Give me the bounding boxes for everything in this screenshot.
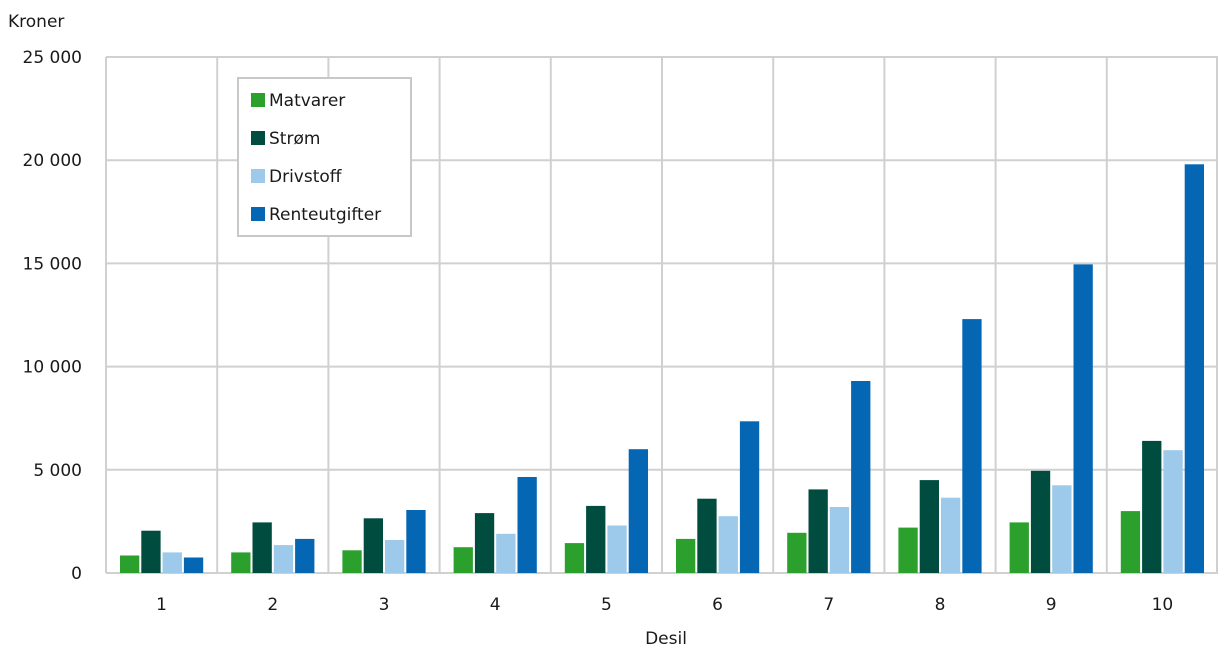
legend-label: Renteutgifter <box>269 205 381 225</box>
bar-renteutgifter-7 <box>851 381 871 573</box>
x-tick-label: 1 <box>156 595 167 615</box>
bar-renteutgifter-6 <box>739 421 760 573</box>
bar-strøm-9 <box>1030 470 1051 573</box>
bars <box>120 164 1204 574</box>
bar-drivstoff-6 <box>718 516 738 573</box>
x-tick-label: 10 <box>1152 595 1174 615</box>
bar-renteutgifter-9 <box>1073 264 1093 573</box>
x-tick-label: 9 <box>1046 595 1057 615</box>
bar-drivstoff-3 <box>385 540 405 573</box>
bar-strøm-2 <box>252 522 272 573</box>
bar-strøm-3 <box>363 518 383 573</box>
bar-renteutgifter-8 <box>962 319 982 573</box>
bar-strøm-5 <box>586 505 606 573</box>
bar-renteutgifter-5 <box>628 449 648 573</box>
legend-box <box>237 77 412 237</box>
bar-matvarer-3 <box>342 550 362 573</box>
bar-renteutgifter-2 <box>295 538 315 573</box>
x-tick-label: 5 <box>601 595 612 615</box>
bar-renteutgifter-4 <box>517 477 537 573</box>
bar-matvarer-4 <box>453 547 473 573</box>
x-tick-label: 2 <box>267 595 278 615</box>
bar-strøm-10 <box>1142 440 1162 573</box>
x-tick-label: 7 <box>823 595 834 615</box>
bar-matvarer-6 <box>676 538 696 573</box>
y-tick-label: 15 000 <box>23 254 82 274</box>
legend-swatch <box>251 169 265 183</box>
y-axis-ticks: 0 5 000 10 000 15 000 20 000 25 000 <box>23 48 82 584</box>
x-tick-label: 8 <box>935 595 946 615</box>
bar-renteutgifter-1 <box>183 557 204 573</box>
bar-drivstoff-8 <box>941 497 961 573</box>
bar-drivstoff-2 <box>273 545 294 573</box>
bar-renteutgifter-3 <box>406 510 426 573</box>
legend: Matvarer Strøm Drivstoff Renteutgifter <box>237 77 412 237</box>
bar-strøm-4 <box>474 513 495 573</box>
legend-label: Matvarer <box>269 91 345 111</box>
bar-strøm-8 <box>919 480 939 573</box>
legend-swatch <box>251 207 265 221</box>
bar-drivstoff-4 <box>496 533 516 573</box>
y-axis-title: Kroner <box>8 12 64 32</box>
grid <box>105 56 1218 574</box>
bar-drivstoff-10 <box>1163 450 1183 573</box>
bar-matvarer-5 <box>564 543 585 573</box>
legend-label: Strøm <box>269 129 320 149</box>
x-tick-label: 4 <box>490 595 501 615</box>
bar-matvarer-7 <box>787 532 807 573</box>
bar-drivstoff-9 <box>1052 485 1072 573</box>
x-axis-ticks: 1 2 3 4 5 6 7 8 9 10 <box>156 595 1173 615</box>
legend-swatch <box>251 93 265 107</box>
legend-swatch <box>251 131 265 145</box>
x-tick-label: 6 <box>712 595 723 615</box>
y-tick-label: 25 000 <box>23 48 82 68</box>
bar-strøm-1 <box>141 530 161 573</box>
bar-drivstoff-7 <box>829 507 850 573</box>
y-tick-label: 20 000 <box>23 151 82 171</box>
bar-drivstoff-1 <box>162 552 182 573</box>
y-tick-label: 5 000 <box>33 461 82 481</box>
bar-strøm-7 <box>808 489 828 573</box>
y-tick-label: 0 <box>71 564 82 584</box>
bar-drivstoff-5 <box>607 525 627 573</box>
bar-matvarer-10 <box>1120 511 1141 573</box>
bar-matvarer-2 <box>231 552 251 573</box>
x-tick-label: 3 <box>379 595 390 615</box>
bar-strøm-6 <box>697 498 717 573</box>
bar-renteutgifter-10 <box>1184 164 1204 574</box>
x-axis-title: Desil <box>645 629 687 648</box>
bar-matvarer-1 <box>120 555 140 573</box>
bar-matvarer-9 <box>1009 522 1029 573</box>
bar-matvarer-8 <box>898 527 918 573</box>
y-tick-label: 10 000 <box>23 358 82 378</box>
legend-label: Drivstoff <box>269 167 343 187</box>
